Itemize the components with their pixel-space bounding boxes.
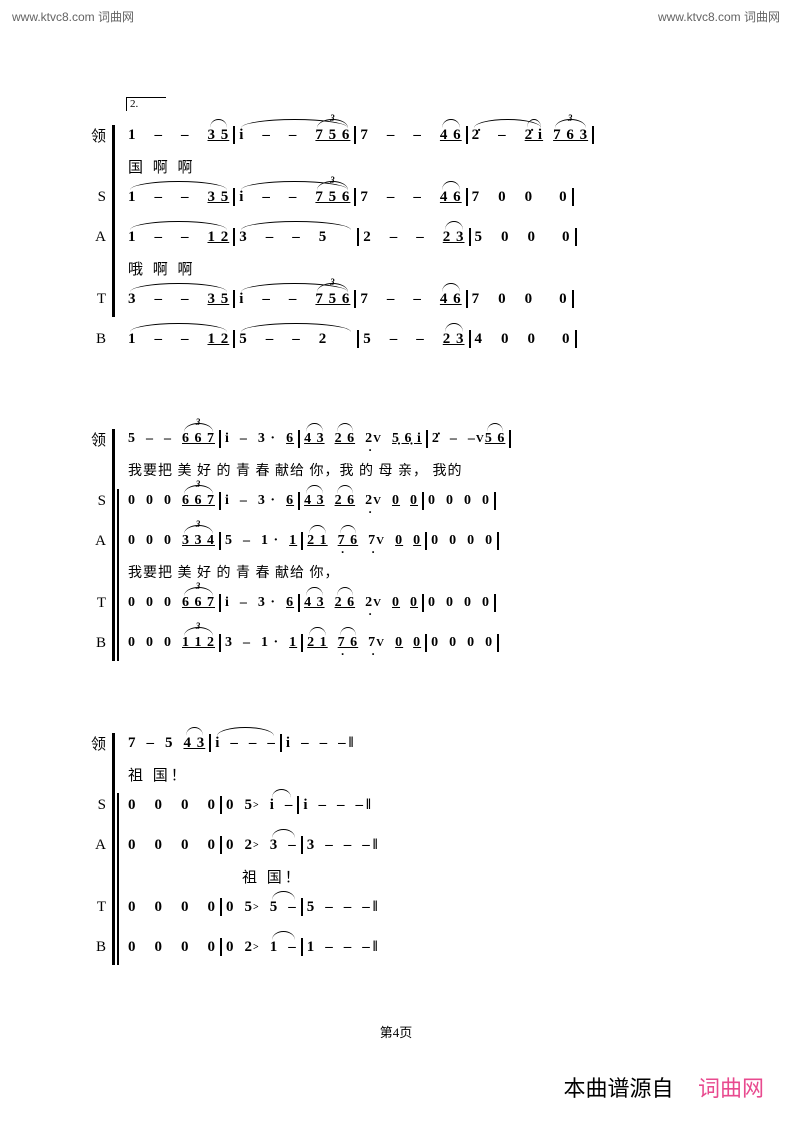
footer-site-name: 词曲网 xyxy=(698,1076,764,1101)
lyric-a-1: 哦 啊 啊 xyxy=(82,257,712,279)
voice-label-b: B xyxy=(82,331,114,348)
voice-label-s: S xyxy=(82,189,114,206)
notes-b-3: 0000 02>1– 1––– ‖ xyxy=(114,938,452,956)
system-2: 领 5––6 6 7 i–3 ·6 4 32 62V5̣ 6̣ i 2̇––V5… xyxy=(82,419,712,663)
notes-s-2: 0006 6 7 i–3 ·6 4 32 62V00 0000 xyxy=(114,492,712,510)
notes-lead-1: 1––3 5 i––7 5 6 7––4 6 2̇–2̇ i7 6 3 xyxy=(114,126,712,144)
notes-b-2: 0001 1 2 3–1 ·1 2 17 67V00 0000 xyxy=(114,634,712,652)
voice-label-lead: 领 xyxy=(82,429,114,450)
footer-credit: 本曲谱源自 词曲网 xyxy=(563,1071,764,1103)
notes-s-1: 1––3 5 i––7 5 6 7––4 6 7000 xyxy=(114,188,712,206)
notes-a-3: 0000 02>3– 3––– ‖ xyxy=(114,836,452,854)
notes-a-2: 0003 3 4 5–1 ·1 2 17 67V00 0000 xyxy=(114,532,712,550)
voice-label-lead: 领 xyxy=(82,733,114,754)
notes-lead-3: 7–54 3 i––– i––– ‖ xyxy=(114,734,452,752)
voice-b: B 1––1 2 5––2 5––2 3 4000 xyxy=(82,319,712,359)
notes-t-1: 3––3 5 i––7 5 6 7––4 6 7000 xyxy=(114,290,712,308)
voice-s: S 1––3 5 i––7 5 6 7––4 6 7000 xyxy=(82,177,712,217)
system-1: 2. 领 1––3 5 i––7 5 6 7––4 6 2̇–2̇ i7 6 3… xyxy=(82,115,712,359)
voice-label-b: B xyxy=(82,635,114,652)
voice-b-3: B 0000 02>1– 1––– ‖ xyxy=(82,927,452,967)
voice-t-2: T 0006 6 7 i–3 ·6 4 32 62V00 0000 xyxy=(82,583,712,623)
voice-a-2: A 0003 3 4 5–1 ·1 2 17 67V00 0000 xyxy=(82,521,712,561)
voice-a: A 1––1 2 3––5 2––2 3 5000 xyxy=(82,217,712,257)
voice-t: T 3––3 5 i––7 5 6 7––4 6 7000 xyxy=(82,279,712,319)
voice-s-2: S 0006 6 7 i–3 ·6 4 32 62V00 0000 xyxy=(82,481,712,521)
system-3: 领 7–54 3 i––– i––– ‖ 祖 国！ S 0000 05>i– i… xyxy=(82,723,452,967)
lyric-lead-3: 祖 国！ xyxy=(82,763,452,785)
voice-label-a: A xyxy=(82,837,114,854)
voice-s-3: S 0000 05>i– i––– ‖ xyxy=(82,785,452,825)
voice-label-a: A xyxy=(82,229,114,246)
lyric-lead-1: 国 啊 啊 xyxy=(82,155,712,177)
notes-t-2: 0006 6 7 i–3 ·6 4 32 62V00 0000 xyxy=(114,594,712,612)
voice-lead-3: 领 7–54 3 i––– i––– ‖ xyxy=(82,723,452,763)
notes-b-1: 1––1 2 5––2 5––2 3 4000 xyxy=(114,330,712,348)
voice-label-t: T xyxy=(82,291,114,308)
watermark-left: www.ktvc8.com 词曲网 xyxy=(12,8,134,25)
page-number: 第4页 xyxy=(380,1022,413,1041)
voice-lead: 领 1––3 5 i––7 5 6 7––4 6 2̇–2̇ i7 6 3 xyxy=(82,115,712,155)
voice-label-t: T xyxy=(82,899,114,916)
voice-label-s: S xyxy=(82,493,114,510)
notes-t-3: 0000 05>5– 5––– ‖ xyxy=(114,898,452,916)
footer-prefix: 本曲谱源自 xyxy=(563,1076,673,1101)
voice-a-3: A 0000 02>3– 3––– ‖ xyxy=(82,825,452,865)
music-sheet: 2. 领 1––3 5 i––7 5 6 7––4 6 2̇–2̇ i7 6 3… xyxy=(82,115,712,1027)
voice-label-a: A xyxy=(82,533,114,550)
voice-label-s: S xyxy=(82,797,114,814)
voice-lead-2: 领 5––6 6 7 i–3 ·6 4 32 62V5̣ 6̣ i 2̇––V5… xyxy=(82,419,712,459)
lyric-lead-2: 我要把 美 好 的 青 春 献给 你，我 的 母 亲， 我的 xyxy=(82,459,712,481)
notes-lead-2: 5––6 6 7 i–3 ·6 4 32 62V5̣ 6̣ i 2̇––V5 6 xyxy=(114,430,712,448)
watermark-right: www.ktvc8.com 词曲网 xyxy=(658,8,780,25)
voice-label-lead: 领 xyxy=(82,125,114,146)
voice-t-3: T 0000 05>5– 5––– ‖ xyxy=(82,887,452,927)
voice-label-t: T xyxy=(82,595,114,612)
voice-b-2: B 0001 1 2 3–1 ·1 2 17 67V00 0000 xyxy=(82,623,712,663)
notes-s-3: 0000 05>i– i––– ‖ xyxy=(114,796,452,814)
notes-a-1: 1––1 2 3––5 2––2 3 5000 xyxy=(114,228,712,246)
lyric-a-3: 祖 国！ xyxy=(82,865,452,887)
volta-2: 2. xyxy=(126,97,166,111)
voice-label-b: B xyxy=(82,939,114,956)
lyric-a-2: 我要把 美 好 的 青 春 献给 你， xyxy=(82,561,712,583)
